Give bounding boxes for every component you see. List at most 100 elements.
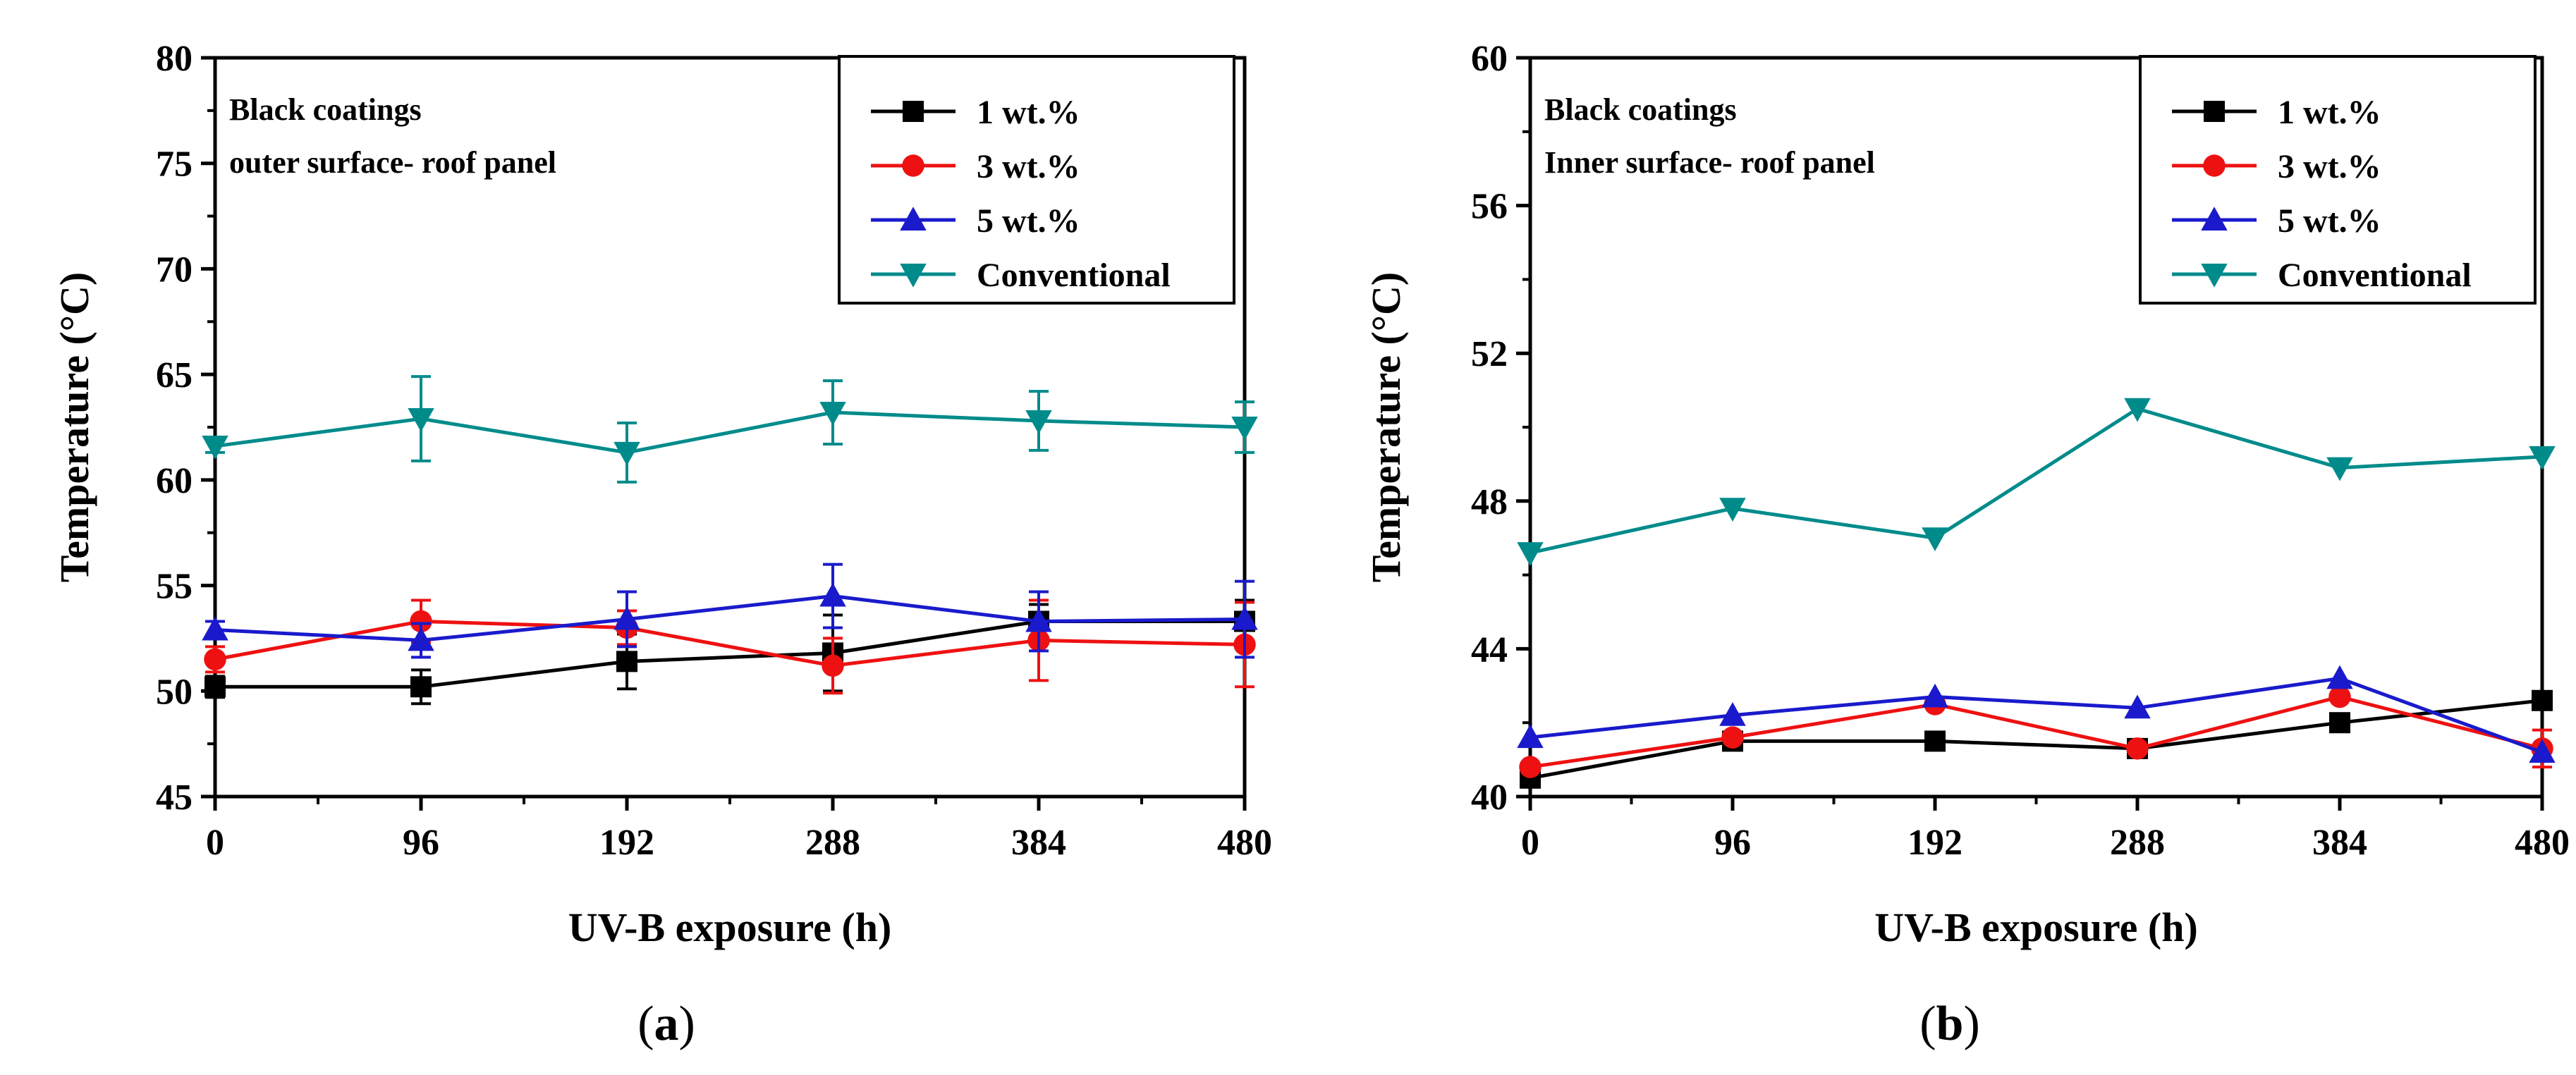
data-point — [1719, 498, 1746, 522]
legend-box — [2139, 55, 2537, 305]
x-tick-label: 0 — [1521, 823, 1539, 863]
legend-label: 5 wt.% — [2278, 202, 2381, 240]
legend-item: 1 wt.% — [871, 94, 1080, 131]
caption-open: ( — [1919, 997, 1936, 1051]
data-point — [1721, 726, 1744, 749]
series-line — [1530, 699, 2543, 780]
caption-close: ) — [1963, 997, 1979, 1051]
y-tick-label: 65 — [156, 355, 193, 395]
data-point — [1922, 527, 1948, 551]
series-5-wt- — [202, 563, 1258, 659]
data-point — [819, 582, 846, 607]
data-point — [408, 627, 434, 651]
series-line — [214, 410, 1245, 455]
legend-marker — [2201, 264, 2228, 288]
x-tick-label: 192 — [1907, 823, 1962, 863]
data-point — [410, 676, 432, 698]
legend-marker — [900, 207, 927, 231]
data-point — [2326, 457, 2353, 481]
data-point — [1025, 608, 1052, 632]
data-point — [1025, 410, 1052, 434]
x-tick-label: 480 — [1217, 823, 1272, 863]
plot-area — [1517, 398, 2556, 789]
data-point — [2124, 398, 2151, 422]
series-1-wt- — [205, 598, 1255, 706]
data-point — [819, 402, 846, 426]
series-conventional — [202, 375, 1258, 484]
series-line — [214, 619, 1245, 668]
data-point — [1719, 701, 1746, 726]
legend-label: 1 wt.% — [977, 94, 1080, 131]
data-point — [205, 676, 226, 698]
legend-label: Conventional — [2278, 257, 2472, 294]
data-point — [408, 408, 434, 432]
series-conventional — [1517, 398, 2556, 566]
legend-item: 3 wt.% — [2172, 148, 2381, 185]
y-tick-label: 52 — [1471, 334, 1508, 374]
legend-marker — [902, 154, 924, 177]
series-3-wt- — [204, 598, 1256, 695]
data-point — [822, 654, 844, 677]
series-line — [1530, 676, 2543, 754]
panel-caption: (b) — [1919, 997, 1980, 1051]
legend-label: 1 wt.% — [2278, 94, 2381, 131]
data-point — [2126, 737, 2149, 760]
x-tick-label: 96 — [1714, 823, 1751, 863]
legend-item: 3 wt.% — [871, 148, 1080, 185]
legend-marker — [2203, 154, 2226, 177]
data-point — [2529, 446, 2556, 470]
plot-area — [202, 375, 1258, 706]
legend: 1 wt.% 3 wt.% 5 wt.% Conventional — [838, 55, 1235, 305]
data-point — [2529, 739, 2556, 763]
data-point — [1922, 683, 1948, 708]
y-tick-label: 70 — [156, 250, 193, 290]
data-point — [202, 616, 228, 641]
series-1-wt- — [1520, 689, 2553, 789]
series-5-wt- — [1517, 665, 2556, 763]
caption-close: ) — [679, 997, 695, 1051]
y-tick-label: 40 — [1471, 778, 1508, 818]
data-point — [1924, 730, 1946, 752]
annotation-line: Black coatings — [1544, 92, 1737, 127]
series-line — [1530, 407, 2543, 555]
legend-label: 3 wt.% — [977, 148, 1080, 185]
legend-marker — [903, 101, 924, 122]
data-point — [410, 610, 432, 633]
legend-marker — [2204, 101, 2225, 122]
y-axis-label: Temperature (°C) — [51, 272, 97, 582]
y-tick-label: 56 — [1471, 187, 1508, 227]
y-axis-label: Temperature (°C) — [1363, 272, 1409, 582]
data-point — [1519, 756, 1542, 778]
x-axis-label: UV-B exposure (h) — [1874, 904, 2198, 950]
legend-item: Conventional — [2172, 257, 2472, 294]
y-tick-label: 55 — [156, 567, 193, 607]
series-line — [1530, 694, 2543, 769]
data-point — [2532, 689, 2553, 711]
y-tick-label: 60 — [1471, 39, 1508, 79]
legend: 1 wt.% 3 wt.% 5 wt.% Conventional — [2139, 55, 2537, 305]
data-point — [2326, 665, 2353, 689]
y-tick-label: 45 — [156, 778, 193, 818]
annotation-line: outer surface- roof panel — [229, 145, 556, 180]
caption-letter: b — [1936, 997, 1964, 1051]
x-tick-label: 384 — [2312, 823, 2367, 863]
data-point — [2124, 694, 2151, 719]
y-tick-label: 50 — [156, 672, 193, 712]
data-point — [614, 441, 640, 466]
data-point — [204, 648, 226, 671]
x-tick-label: 192 — [599, 823, 654, 863]
legend-box — [838, 55, 1235, 305]
legend-marker — [2201, 207, 2228, 231]
legend-label: Conventional — [977, 257, 1171, 294]
legend-item: 5 wt.% — [871, 202, 1080, 240]
x-tick-label: 288 — [805, 823, 860, 863]
annotation-line: Black coatings — [229, 92, 422, 127]
annotation-line: Inner surface- roof panel — [1544, 145, 1875, 180]
legend-item: Conventional — [871, 257, 1171, 294]
y-tick-label: 75 — [156, 145, 193, 185]
series-line — [214, 594, 1245, 642]
y-tick-label: 44 — [1471, 629, 1508, 670]
x-tick-label: 480 — [2515, 823, 2570, 863]
x-tick-label: 384 — [1011, 823, 1066, 863]
legend-marker — [900, 264, 927, 288]
